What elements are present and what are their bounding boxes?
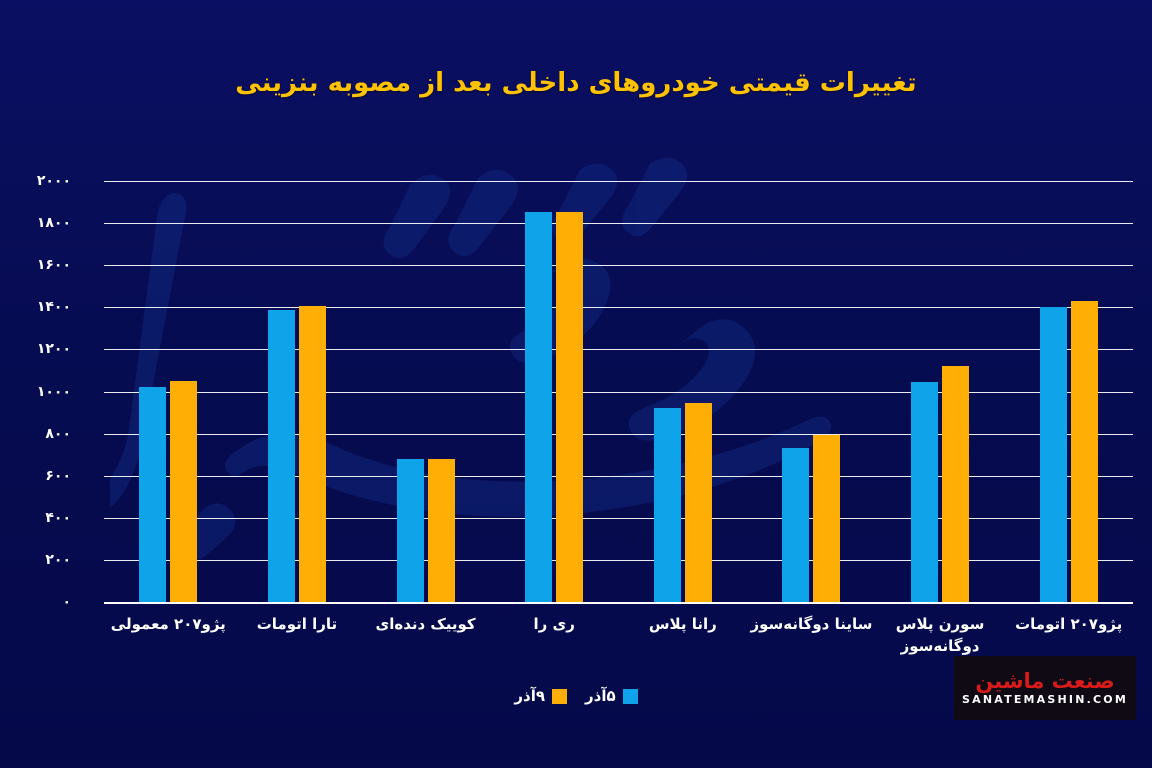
bar[interactable] [1039,307,1067,602]
bar[interactable] [139,387,167,602]
gridline [104,181,1133,182]
legend-label: ۹آذر [514,687,545,705]
bar[interactable] [427,458,455,602]
legend-item[interactable]: ۵آذر [585,687,638,705]
bar[interactable] [267,310,295,602]
gridline [104,265,1133,267]
gridline [104,433,1133,435]
gridline [104,307,1133,309]
y-tick-label: ۶۰۰ [45,467,71,484]
gridline [104,517,1133,519]
gridline [104,602,1133,604]
bar-group [267,181,326,602]
y-tick-label: ۲۰۰ [45,551,71,568]
legend-swatch [622,688,638,704]
logo-text-en: SANATEMASHIN.COM [962,693,1128,706]
bar[interactable] [556,211,584,602]
plot-area: ۲۰۰۰ ۱۸۰۰ ۱۶۰۰ ۱۴۰۰ ۱۲۰۰ ۱۰۰۰ ۸۰۰ ۶۰۰ ۴۰۰ ۲۰۰ ۰ [37,173,1133,610]
x-tick-label: پژو۲۰۷ اتومات [1015,615,1123,633]
x-tick-label: پژو۲۰۷ معمولی [110,615,226,633]
y-tick-label: ۸۰۰ [45,425,71,442]
bar-group [525,181,584,602]
bar-group [782,181,841,602]
legend-label: ۵آذر [585,687,616,705]
chart-legend: ۵آذر ۹آذر [0,687,1152,705]
gridline [104,391,1133,393]
y-tick-label: ۱۰۰۰ [36,383,71,400]
y-tick-label: ۱۴۰۰ [36,299,71,316]
x-tick-label: سورن پلاس دوگانه‌سوز [895,615,985,655]
bar[interactable] [1070,301,1098,602]
bar[interactable] [684,403,712,602]
bar[interactable] [525,211,553,602]
y-tick-label: ۰ [62,594,71,610]
bar[interactable] [298,306,326,602]
bar-group [396,181,455,602]
y-tick-label: ۱۶۰۰ [36,257,71,274]
gridline [104,349,1133,351]
bar[interactable] [942,366,970,602]
bar-series-container [104,181,1133,602]
x-tick-label: تارا اتومات [256,615,338,633]
bar-group [911,181,970,602]
site-logo: صنعت ماشین SANATEMASHIN.COM [954,656,1136,720]
bar-group [139,181,198,602]
x-tick-label: رانا پلاس [648,615,717,633]
y-tick-label: ۲۰۰۰ [36,173,71,189]
bar[interactable] [170,380,198,602]
chart-title: تغییرات قیمتی خودروهای داخلی بعد از مصوب… [235,68,917,98]
legend-swatch [552,688,567,704]
x-tick-label: ری را [533,615,575,633]
gridline [104,559,1133,561]
x-tick-label: ساینا دوگانه‌سوز [750,615,873,633]
y-tick-label: ۱۲۰۰ [36,341,71,358]
bar[interactable] [653,408,681,602]
bar[interactable] [911,382,939,602]
legend-item[interactable]: ۹آذر [514,687,567,705]
x-tick-label: کوییک دنده‌ای [375,615,476,633]
y-tick-label: ۱۸۰۰ [36,215,71,232]
bar[interactable] [813,434,841,602]
bar[interactable] [396,458,424,602]
bar-group [1039,181,1098,602]
gridline [104,223,1133,225]
y-tick-label: ۴۰۰ [45,509,71,526]
gridline [104,475,1133,477]
logo-text-fa: صنعت ماشین [975,669,1115,693]
bar[interactable] [782,448,810,602]
bar-group [653,181,712,602]
x-axis-labels: پژو۲۰۷ معمولی تارا اتومات کوییک دنده‌ای ری … [104,606,1133,686]
